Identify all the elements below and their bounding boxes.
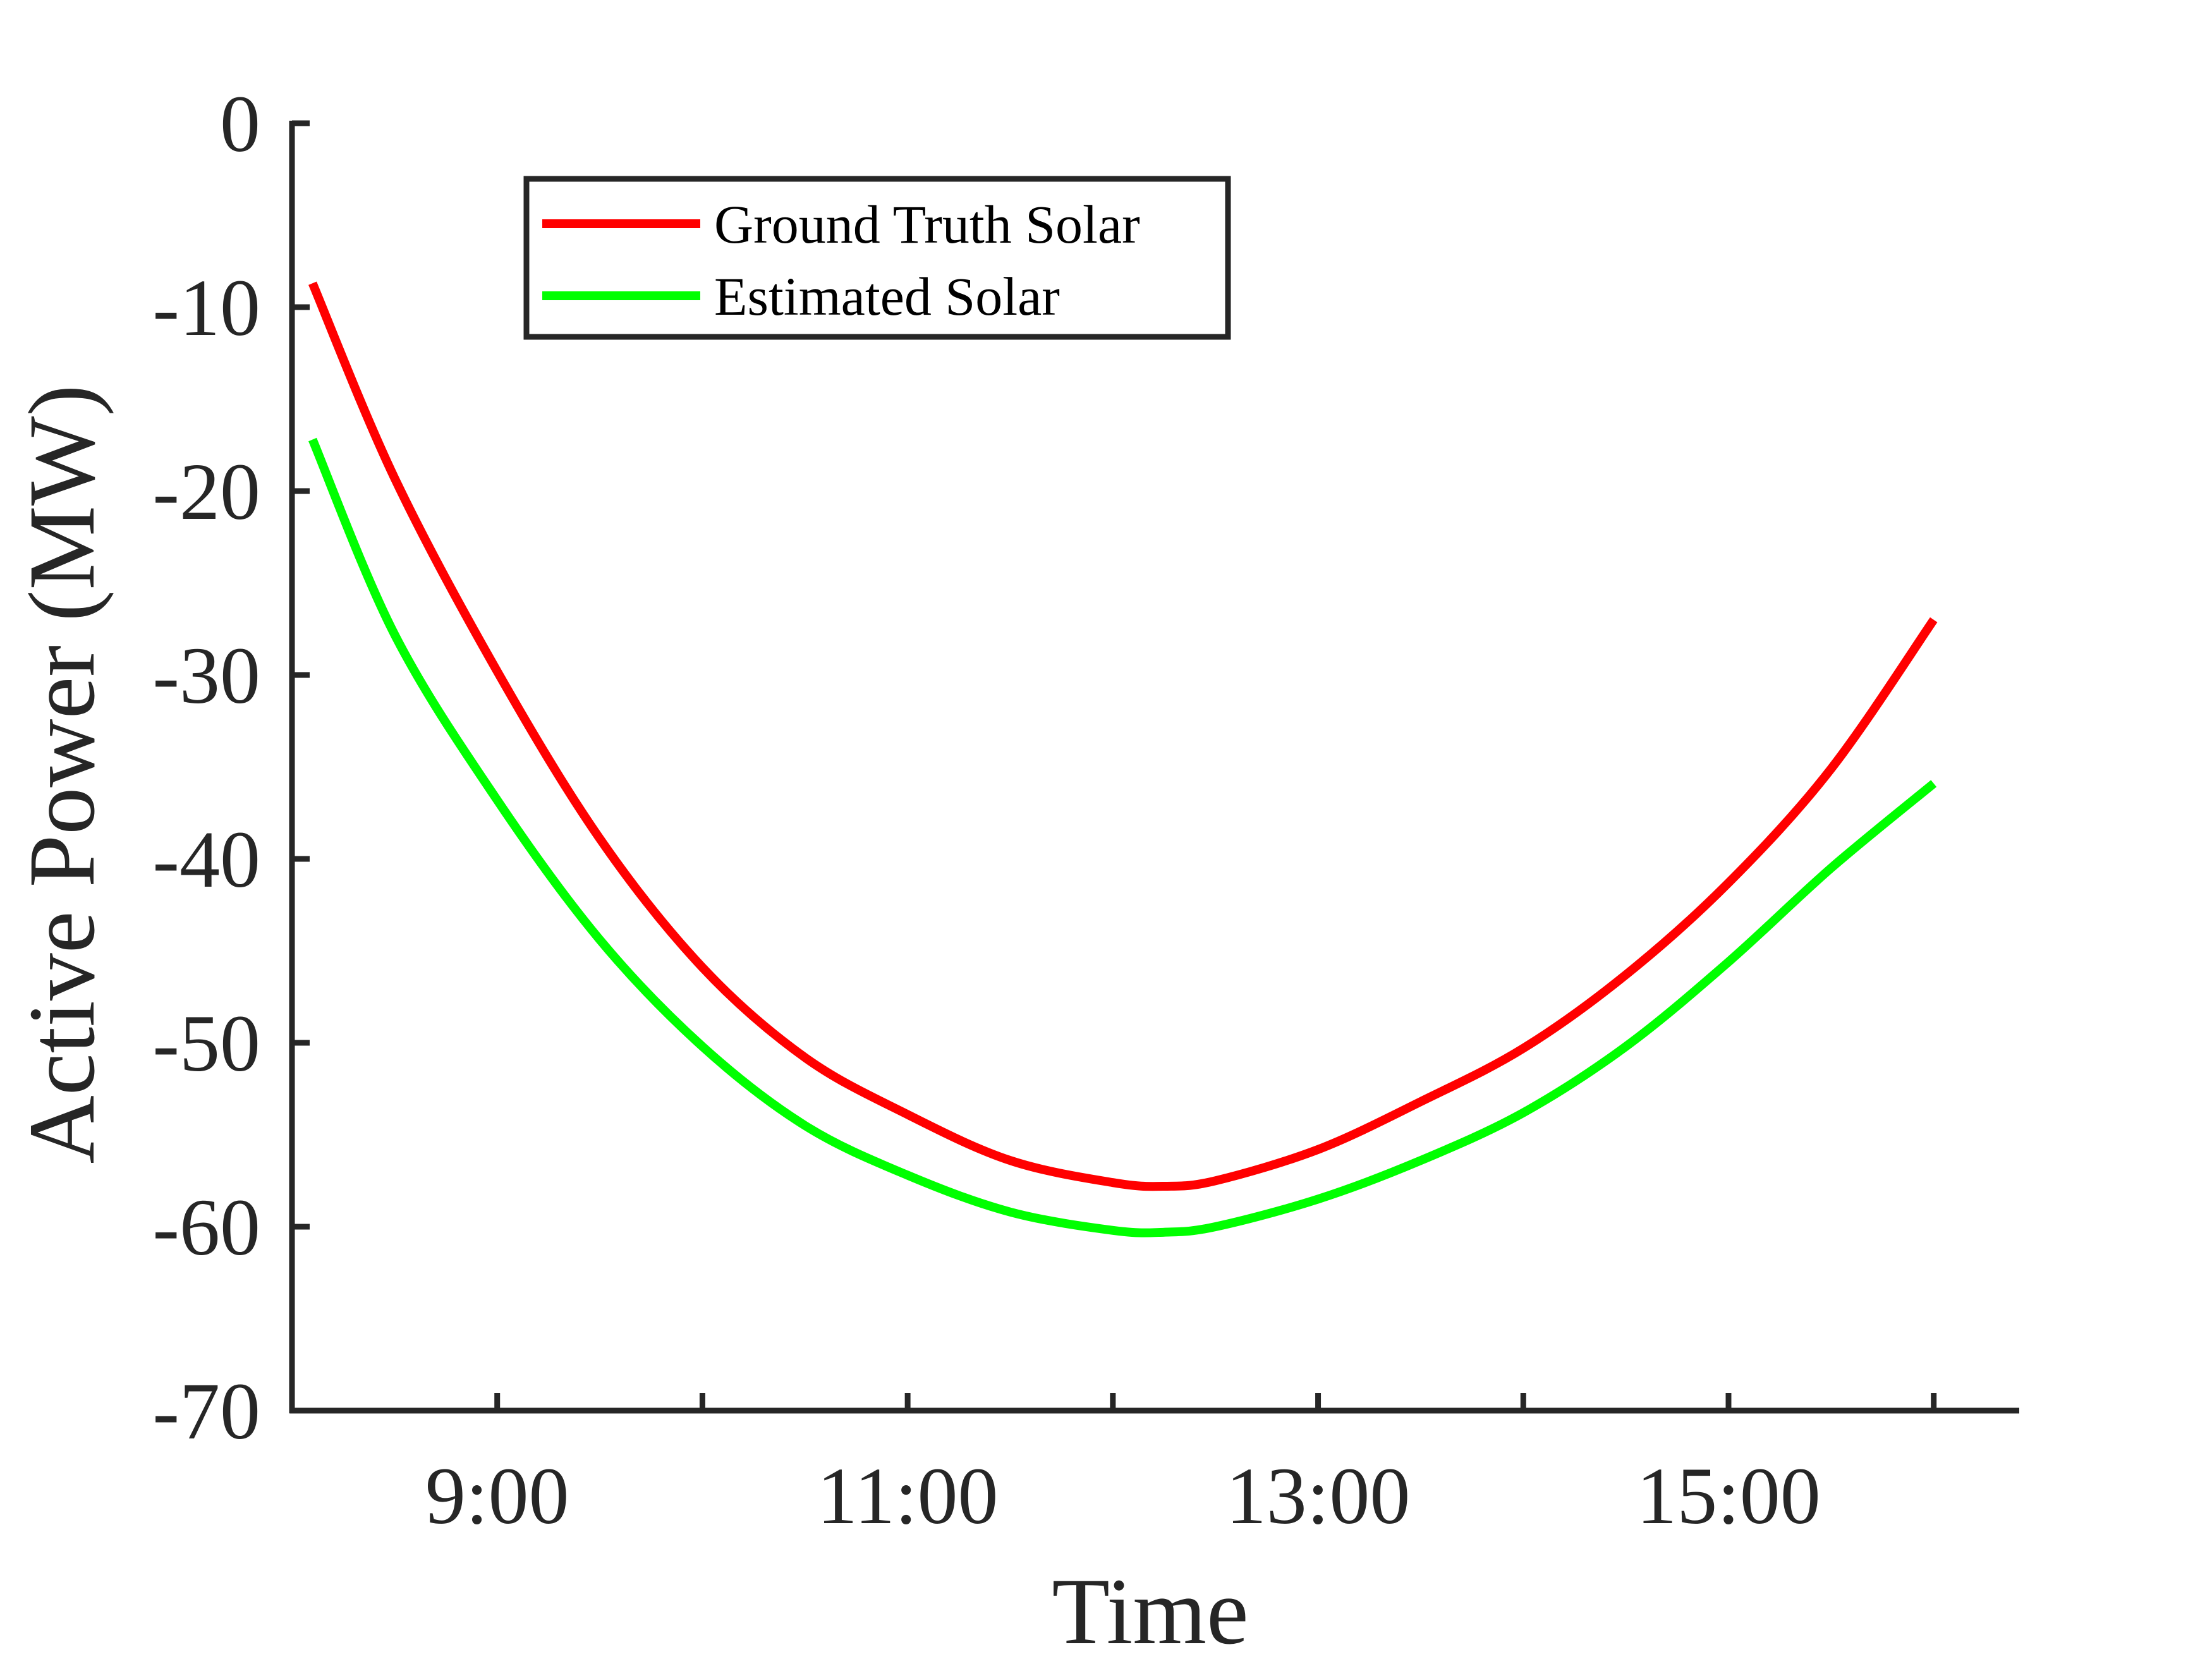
series-line-0 (308, 281, 1938, 1191)
legend-box (523, 176, 1231, 340)
x-axis-label: Time (1052, 1559, 1248, 1659)
y-tick-label: -50 (152, 999, 260, 1088)
legend-label-ground-truth: Ground Truth Solar (714, 194, 1140, 255)
x-tick-label: 9:00 (425, 1451, 569, 1541)
legend-label-estimated: Estimated Solar (714, 266, 1060, 327)
series-line-1 (308, 437, 1937, 1237)
legend: Ground Truth Solar Estimated Solar (523, 176, 1231, 340)
x-tick-label: 11:00 (817, 1451, 999, 1541)
y-axis-label: Active Power (MW) (9, 385, 114, 1164)
y-tick-label: -40 (152, 815, 260, 904)
y-tick-label: -70 (152, 1366, 260, 1456)
x-axis-ticks: 9:00 11:00 13:00 15:00 (425, 1393, 1937, 1541)
x-tick-label: 13:00 (1226, 1451, 1411, 1541)
y-tick-label: -20 (152, 447, 260, 537)
y-tick-label: -10 (152, 263, 260, 353)
y-axis-ticks: 0 -10 -20 -30 -40 -50 -60 -70 (152, 79, 310, 1456)
y-tick-label: 0 (220, 79, 260, 169)
y-tick-label: -60 (152, 1182, 260, 1272)
x-tick-label: 15:00 (1636, 1451, 1821, 1541)
y-tick-label: -30 (152, 631, 260, 720)
plot-lines (308, 281, 1938, 1237)
